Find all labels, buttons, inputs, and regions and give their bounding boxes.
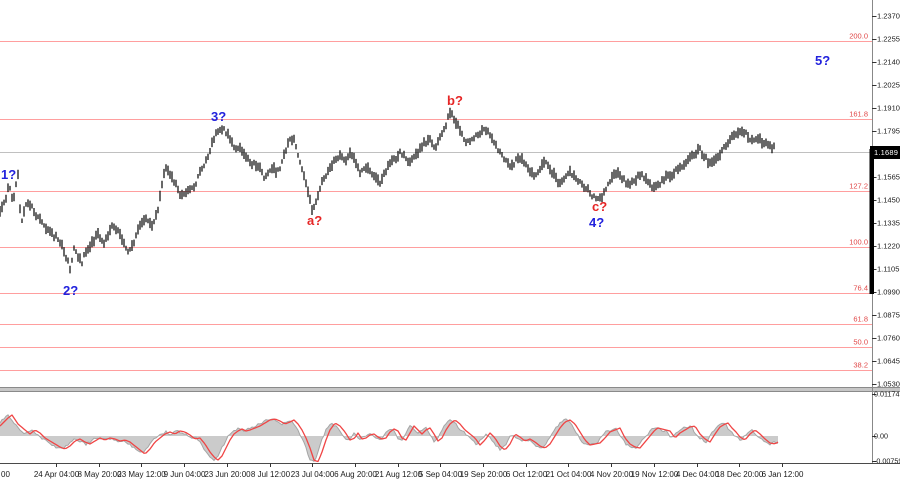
- osc-tick-label: 0.01174: [874, 390, 899, 399]
- time-tick-label: 6 Oct 12:00: [506, 470, 548, 479]
- fib-label: 61.8: [853, 315, 868, 324]
- time-tick-label: 19 Sep 20:00: [460, 470, 508, 479]
- price-tick-label: 1.2370: [877, 12, 900, 21]
- time-tick-label: 6 Jan 12:00: [762, 470, 804, 479]
- wave-labels-layer: 1? 2? 3? a? b? c?4? 5?: [1, 53, 830, 298]
- wave-label-b: b?: [447, 93, 463, 108]
- time-tick-label: 4 Dec 04:00: [676, 470, 720, 479]
- price-bars: [0, 107, 775, 274]
- time-tick-label: 8 Jul 12:00: [251, 470, 291, 479]
- oscillator-signal-line: [0, 414, 779, 463]
- price-tick-label: 1.1795: [877, 127, 900, 136]
- oscillator-outline: [0, 414, 779, 463]
- time-tick-label: 24 Apr 04:00: [34, 470, 80, 479]
- price-tick-label: 1.1450: [877, 196, 900, 205]
- wave-label-4: 4?: [589, 215, 604, 230]
- price-tick-label: 1.2025: [877, 81, 900, 90]
- price-tick-label: 1.0990: [877, 288, 900, 297]
- wave-label-2: 2?: [63, 283, 78, 298]
- time-tick-label: 23 Jun 20:00: [204, 470, 251, 479]
- fib-label: 100.0: [849, 238, 868, 247]
- time-tick-label: 19 Nov 12:00: [631, 470, 679, 479]
- fib-label: 38.2: [853, 361, 868, 370]
- wave-label-1: 1?: [1, 167, 16, 182]
- oscillator-scale: 0.01174 0.00 -0.00759: [872, 390, 900, 466]
- wave-label-a: a?: [307, 213, 322, 228]
- price-tick-label: 1.1910: [877, 104, 900, 113]
- time-tick-label: 9 Jun 04:00: [164, 470, 206, 479]
- price-tick-label: 1.0875: [877, 311, 900, 320]
- time-tick-label: 5 Sep 04:00: [419, 470, 463, 479]
- wave-label-3: 3?: [211, 109, 226, 124]
- separator-top-line: [0, 387, 900, 388]
- time-tick-label: 6 Aug 20:00: [334, 470, 377, 479]
- fib-label: 161.8: [849, 110, 868, 119]
- time-tick-label: 8 May 20:00: [77, 470, 122, 479]
- current-price-box: 1.1689: [870, 146, 900, 159]
- price-tick-label: 1.2255: [877, 35, 900, 44]
- price-tick-label: 1.0645: [877, 357, 900, 366]
- separator-bottom-line: [0, 391, 900, 392]
- time-tick-label: 21 Oct 04:00: [546, 470, 592, 479]
- wave-label-5: 5?: [815, 53, 830, 68]
- time-tick-label-clipped: 00: [1, 470, 10, 479]
- time-tick-label: 4 Nov 20:00: [590, 470, 634, 479]
- price-scale[interactable]: 1.2370 1.2255 1.2140 1.2025 1.1910 1.1795 1.15…: [869, 0, 900, 464]
- wave-label-c: c?: [592, 199, 607, 214]
- fib-levels-layer: 200.0 161.8 127.2 100.0 76.4 61.8 50.0 38.2: [0, 32, 872, 372]
- fib-label: 76.4: [853, 284, 868, 293]
- fib-label: 127.2: [849, 182, 868, 191]
- time-tick-label: 23 May 12:00: [117, 470, 166, 479]
- oscillator-area: [0, 414, 778, 462]
- separator-band[interactable]: [0, 388, 900, 391]
- osc-tick-label: -0.00759: [874, 457, 900, 466]
- osc-tick-label: 0.00: [874, 432, 888, 441]
- price-series-layer: [0, 107, 775, 274]
- time-tick-label: 18 Dec 20:00: [716, 470, 764, 479]
- fib-label: 50.0: [853, 338, 868, 347]
- fib-label: 200.0: [849, 32, 868, 41]
- price-tick-label: 1.2140: [877, 58, 900, 67]
- price-tick-label: 1.1565: [877, 173, 900, 182]
- price-tick-label: 1.0530: [877, 380, 900, 389]
- price-tick-label: 1.1335: [877, 219, 900, 228]
- oscillator-layer: [0, 414, 779, 463]
- time-tick-label: 23 Jul 04:00: [291, 470, 335, 479]
- time-tick-label: 21 Aug 12:00: [375, 470, 423, 479]
- price-tick-label: 1.1105: [877, 265, 899, 274]
- price-tick-label: 1.1220: [877, 242, 900, 251]
- projection-target-bar: [869, 149, 874, 294]
- price-tick-label: 1.0760: [877, 334, 900, 343]
- panel-separator[interactable]: [0, 387, 900, 392]
